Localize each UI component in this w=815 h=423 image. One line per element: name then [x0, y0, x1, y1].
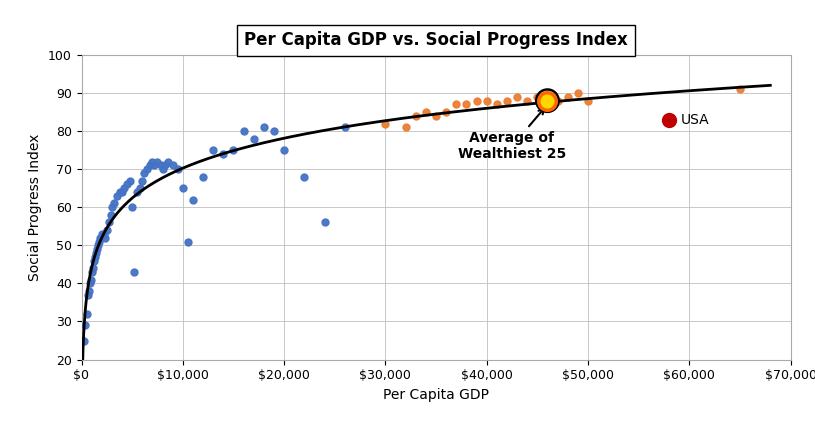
Point — [734, 86, 747, 93]
Point — [297, 173, 311, 180]
Y-axis label: Social Progress Index: Social Progress Index — [29, 134, 42, 281]
Point — [144, 162, 157, 169]
Point — [663, 116, 676, 123]
Point — [91, 242, 104, 249]
Point — [258, 124, 271, 131]
Point — [480, 97, 493, 104]
Point — [541, 93, 554, 100]
Point — [84, 276, 97, 283]
Point — [217, 151, 230, 157]
Point — [108, 200, 121, 207]
Point — [146, 158, 159, 165]
Point — [450, 101, 463, 108]
Text: USA: USA — [681, 113, 710, 127]
Point — [113, 189, 126, 195]
Point — [379, 120, 392, 127]
Text: Average of
Wealthiest 25: Average of Wealthiest 25 — [458, 108, 566, 161]
Point — [531, 93, 544, 100]
Point — [541, 97, 554, 104]
Point — [104, 212, 117, 218]
Point — [87, 257, 100, 264]
Point — [158, 162, 171, 169]
Point — [83, 280, 96, 287]
Point — [521, 97, 534, 104]
Point — [99, 234, 112, 241]
Point — [430, 113, 443, 119]
Point — [117, 185, 130, 192]
Point — [85, 269, 98, 275]
Point — [399, 124, 412, 131]
Point — [124, 177, 137, 184]
Point — [278, 147, 291, 154]
Point — [470, 97, 483, 104]
Point — [92, 238, 105, 245]
Point — [581, 97, 594, 104]
Point — [103, 219, 116, 226]
Point — [267, 128, 280, 135]
Point — [439, 109, 452, 115]
Point — [126, 204, 139, 211]
Point — [78, 322, 91, 329]
Point — [154, 162, 167, 169]
Point — [88, 253, 101, 260]
Point — [80, 310, 93, 317]
Point — [93, 234, 106, 241]
Point — [134, 185, 147, 192]
Point — [318, 219, 331, 226]
Point — [562, 93, 575, 100]
Point — [97, 231, 110, 237]
Point — [136, 177, 149, 184]
Point — [105, 204, 118, 211]
Point — [138, 170, 151, 176]
Point — [227, 147, 240, 154]
Point — [187, 196, 200, 203]
Point — [338, 124, 351, 131]
Point — [77, 337, 90, 344]
Point — [100, 227, 113, 233]
Point — [409, 113, 422, 119]
Point — [86, 265, 99, 272]
Point — [500, 97, 513, 104]
Point — [420, 109, 433, 115]
Point — [121, 181, 134, 188]
Point — [90, 246, 104, 253]
Point — [116, 189, 129, 195]
Point — [510, 93, 523, 100]
Point — [141, 166, 154, 173]
Point — [196, 173, 209, 180]
Point — [171, 166, 184, 173]
Point — [176, 185, 189, 192]
Point — [491, 101, 504, 108]
Point — [128, 269, 141, 275]
Point — [151, 158, 164, 165]
Point — [161, 158, 174, 165]
Point — [156, 166, 169, 173]
Point — [247, 135, 260, 142]
Point — [207, 147, 220, 154]
X-axis label: Per Capita GDP: Per Capita GDP — [383, 388, 489, 402]
Point — [89, 250, 102, 256]
Title: Per Capita GDP vs. Social Progress Index: Per Capita GDP vs. Social Progress Index — [244, 31, 628, 49]
Point — [95, 231, 108, 237]
Point — [237, 128, 250, 135]
Point — [541, 97, 554, 104]
Point — [130, 189, 143, 195]
Point — [571, 90, 584, 96]
Point — [81, 291, 94, 298]
Point — [460, 101, 473, 108]
Point — [111, 192, 124, 199]
Point — [551, 97, 564, 104]
Point — [148, 162, 161, 169]
Point — [166, 162, 179, 169]
Point — [82, 288, 95, 294]
Point — [182, 238, 195, 245]
